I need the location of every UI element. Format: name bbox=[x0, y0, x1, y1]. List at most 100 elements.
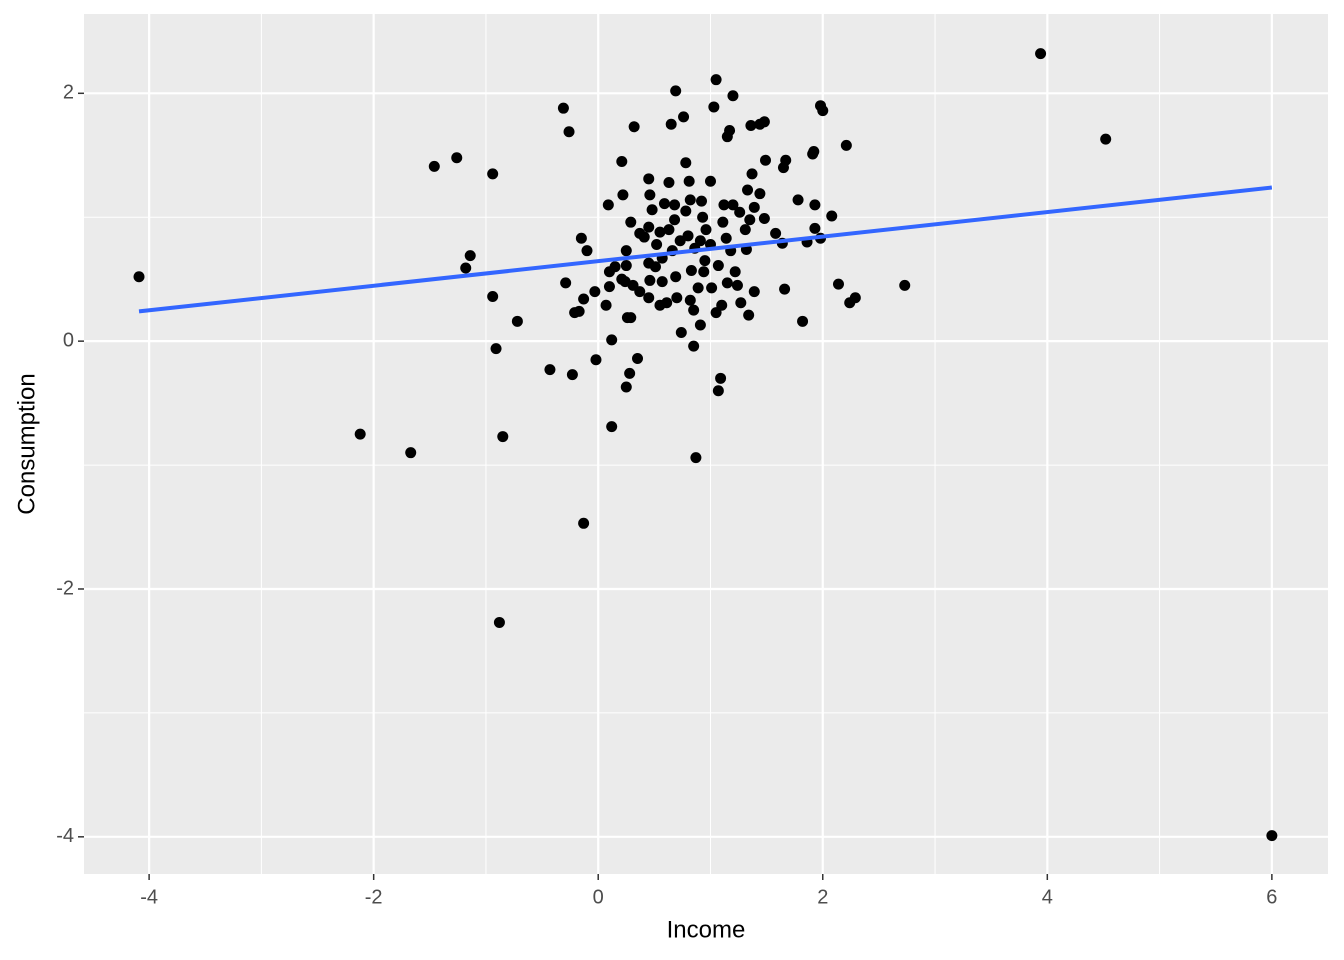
point bbox=[715, 372, 727, 384]
x-tick-label: -2 bbox=[365, 886, 383, 908]
point bbox=[1035, 48, 1047, 60]
point bbox=[628, 121, 640, 133]
point bbox=[699, 255, 711, 267]
point bbox=[675, 326, 687, 338]
point bbox=[644, 274, 656, 286]
point bbox=[1266, 830, 1278, 842]
point bbox=[745, 120, 757, 132]
point bbox=[684, 194, 696, 206]
point bbox=[620, 245, 632, 257]
y-axis-title: Consumption bbox=[13, 373, 40, 514]
point bbox=[779, 283, 791, 295]
point bbox=[840, 139, 852, 151]
point bbox=[634, 286, 646, 298]
point bbox=[487, 291, 499, 303]
point bbox=[620, 260, 632, 272]
y-tick-label: 0 bbox=[63, 329, 74, 351]
point bbox=[663, 177, 675, 189]
point bbox=[685, 265, 697, 277]
point bbox=[669, 199, 681, 211]
point bbox=[133, 271, 145, 283]
point bbox=[563, 126, 575, 138]
point bbox=[638, 231, 650, 243]
point bbox=[700, 224, 712, 236]
point bbox=[710, 74, 722, 86]
point bbox=[809, 222, 821, 234]
point bbox=[731, 279, 743, 291]
point bbox=[669, 214, 681, 226]
point bbox=[590, 354, 602, 366]
point bbox=[602, 199, 614, 211]
point bbox=[697, 211, 709, 223]
point bbox=[609, 261, 621, 273]
point bbox=[717, 216, 729, 228]
point bbox=[600, 299, 612, 311]
point bbox=[684, 294, 696, 306]
point bbox=[690, 452, 702, 464]
plot-panel bbox=[84, 14, 1328, 874]
point bbox=[643, 292, 655, 304]
x-tick-label: 0 bbox=[593, 886, 604, 908]
point bbox=[658, 198, 670, 210]
point bbox=[643, 221, 655, 233]
point bbox=[674, 235, 686, 247]
point bbox=[616, 273, 628, 285]
point bbox=[620, 381, 632, 393]
point bbox=[511, 315, 523, 327]
point bbox=[560, 277, 572, 289]
point bbox=[708, 101, 720, 113]
point bbox=[656, 276, 668, 288]
point bbox=[646, 204, 658, 216]
point bbox=[678, 111, 690, 123]
point bbox=[718, 199, 730, 211]
point bbox=[428, 160, 440, 172]
point bbox=[721, 277, 733, 289]
point bbox=[487, 168, 499, 180]
point bbox=[849, 292, 861, 304]
point bbox=[651, 238, 663, 250]
point bbox=[727, 90, 739, 102]
point bbox=[712, 385, 724, 397]
point bbox=[451, 152, 463, 164]
point bbox=[460, 262, 472, 274]
point bbox=[729, 266, 741, 278]
point bbox=[606, 334, 618, 346]
point bbox=[575, 232, 587, 244]
point bbox=[832, 278, 844, 290]
point bbox=[606, 421, 618, 433]
point bbox=[704, 175, 716, 187]
point bbox=[654, 226, 666, 238]
fit-line bbox=[138, 185, 1273, 314]
point bbox=[692, 282, 704, 294]
x-axis-title: Income bbox=[667, 916, 746, 943]
point bbox=[748, 286, 760, 298]
point bbox=[735, 297, 747, 309]
point bbox=[566, 369, 578, 381]
x-tick-label: 4 bbox=[1042, 886, 1053, 908]
point bbox=[760, 154, 772, 166]
point bbox=[792, 194, 804, 206]
point bbox=[663, 224, 675, 236]
point bbox=[405, 447, 417, 459]
point bbox=[758, 116, 770, 128]
point bbox=[643, 173, 655, 185]
point bbox=[746, 168, 758, 180]
point bbox=[808, 146, 820, 158]
point bbox=[720, 232, 732, 244]
point bbox=[680, 205, 692, 217]
point bbox=[727, 199, 739, 211]
point bbox=[809, 199, 821, 211]
point bbox=[578, 517, 590, 529]
point bbox=[688, 304, 700, 316]
point bbox=[493, 616, 505, 628]
point bbox=[557, 102, 569, 114]
point bbox=[682, 230, 694, 242]
point bbox=[354, 428, 366, 440]
point bbox=[770, 227, 782, 239]
x-tick-label: -4 bbox=[140, 886, 158, 908]
point bbox=[581, 245, 593, 257]
point bbox=[777, 162, 789, 174]
point bbox=[464, 250, 476, 262]
y-tick-label: -4 bbox=[56, 825, 74, 847]
point bbox=[712, 260, 724, 272]
